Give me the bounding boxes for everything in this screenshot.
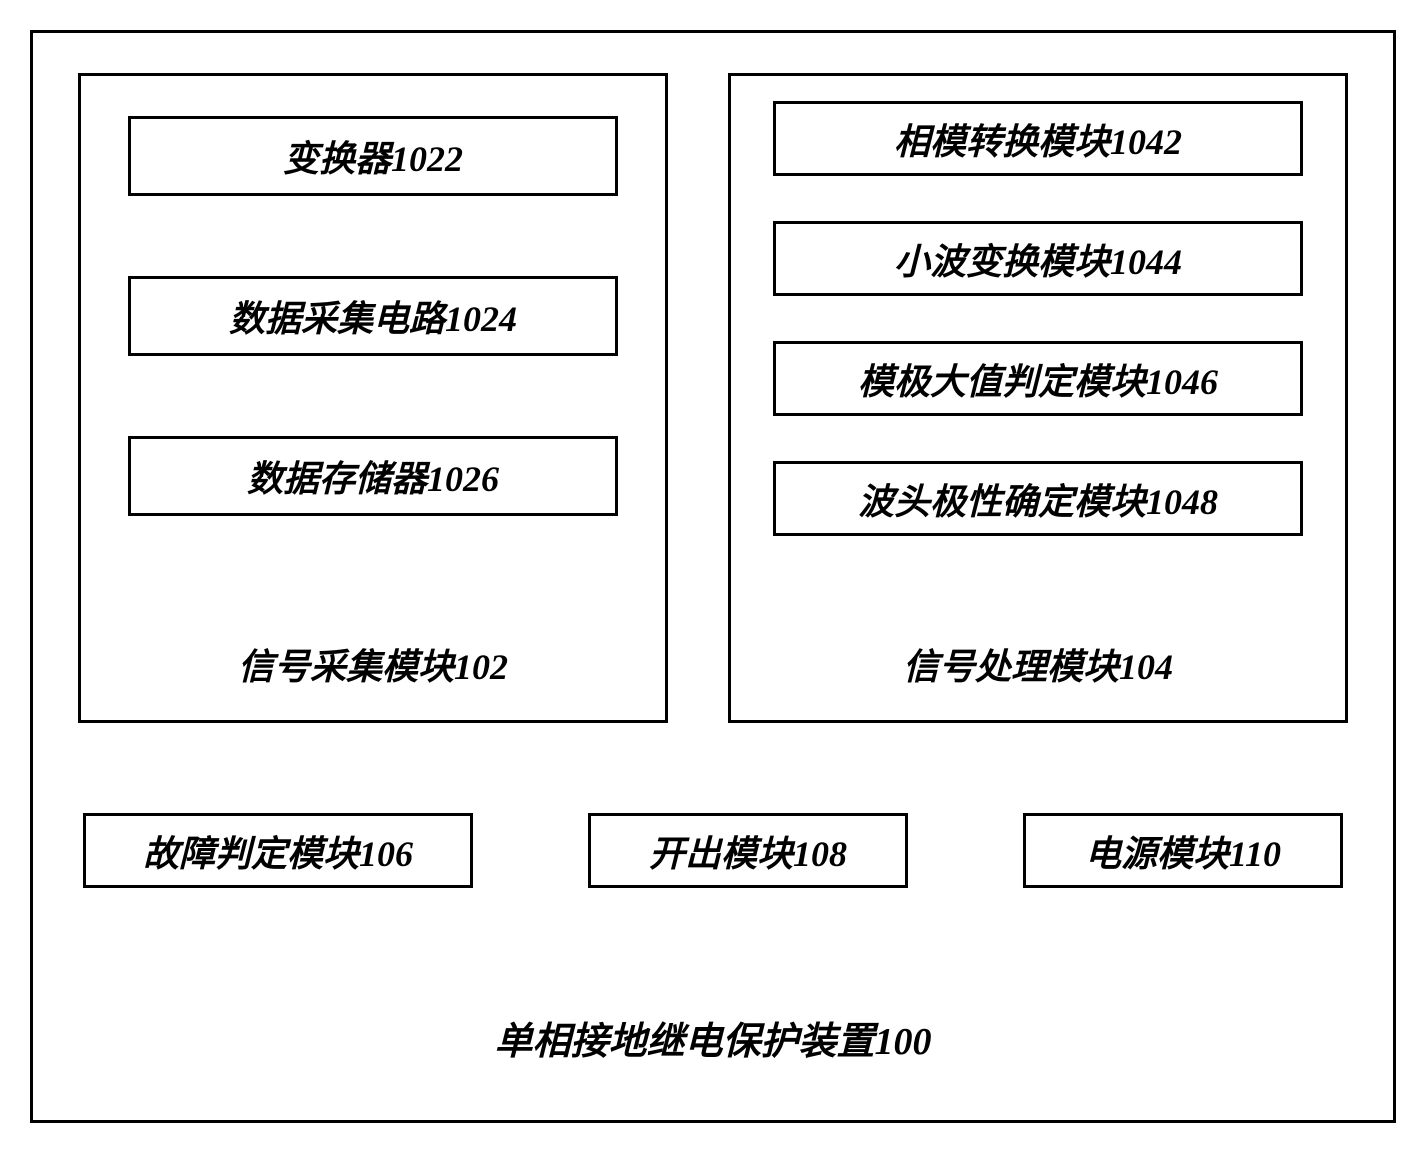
power-module-box: 电源模块110 — [1023, 813, 1343, 888]
power-module-label: 电源模块110 — [1085, 825, 1281, 877]
wave-head-polarity-label: 波头极性确定模块1048 — [858, 473, 1218, 525]
wavelet-transform-label: 小波变换模块1044 — [894, 233, 1182, 285]
wavelet-transform-box: 小波变换模块1044 — [773, 221, 1303, 296]
data-storage-label: 数据存储器1026 — [247, 450, 499, 502]
device-container: 变换器1022 数据采集电路1024 数据存储器1026 信号采集模块102 相… — [30, 30, 1396, 1123]
modulus-maxima-box: 模极大值判定模块1046 — [773, 341, 1303, 416]
data-acquisition-circuit-label: 数据采集电路1024 — [229, 290, 517, 342]
signal-acquisition-module: 变换器1022 数据采集电路1024 数据存储器1026 信号采集模块102 — [78, 73, 668, 723]
phase-mode-conversion-box: 相模转换模块1042 — [773, 101, 1303, 176]
converter-label: 变换器1022 — [283, 130, 463, 182]
signal-acquisition-label: 信号采集模块102 — [238, 638, 508, 700]
data-acquisition-circuit-box: 数据采集电路1024 — [128, 276, 618, 356]
fault-determination-box: 故障判定模块106 — [83, 813, 473, 888]
top-row: 变换器1022 数据采集电路1024 数据存储器1026 信号采集模块102 相… — [78, 73, 1348, 723]
signal-processing-label: 信号处理模块104 — [903, 638, 1173, 700]
phase-mode-conversion-label: 相模转换模块1042 — [894, 113, 1182, 165]
fault-determination-label: 故障判定模块106 — [143, 825, 413, 877]
data-storage-box: 数据存储器1026 — [128, 436, 618, 516]
output-module-label: 开出模块108 — [649, 825, 847, 877]
signal-processing-module: 相模转换模块1042 小波变换模块1044 模极大值判定模块1046 波头极性确… — [728, 73, 1348, 723]
bottom-row: 故障判定模块106 开出模块108 电源模块110 — [78, 813, 1348, 888]
device-label: 单相接地继电保护装置100 — [33, 1010, 1393, 1065]
output-module-box: 开出模块108 — [588, 813, 908, 888]
modulus-maxima-label: 模极大值判定模块1046 — [858, 353, 1218, 405]
wave-head-polarity-box: 波头极性确定模块1048 — [773, 461, 1303, 536]
converter-box: 变换器1022 — [128, 116, 618, 196]
